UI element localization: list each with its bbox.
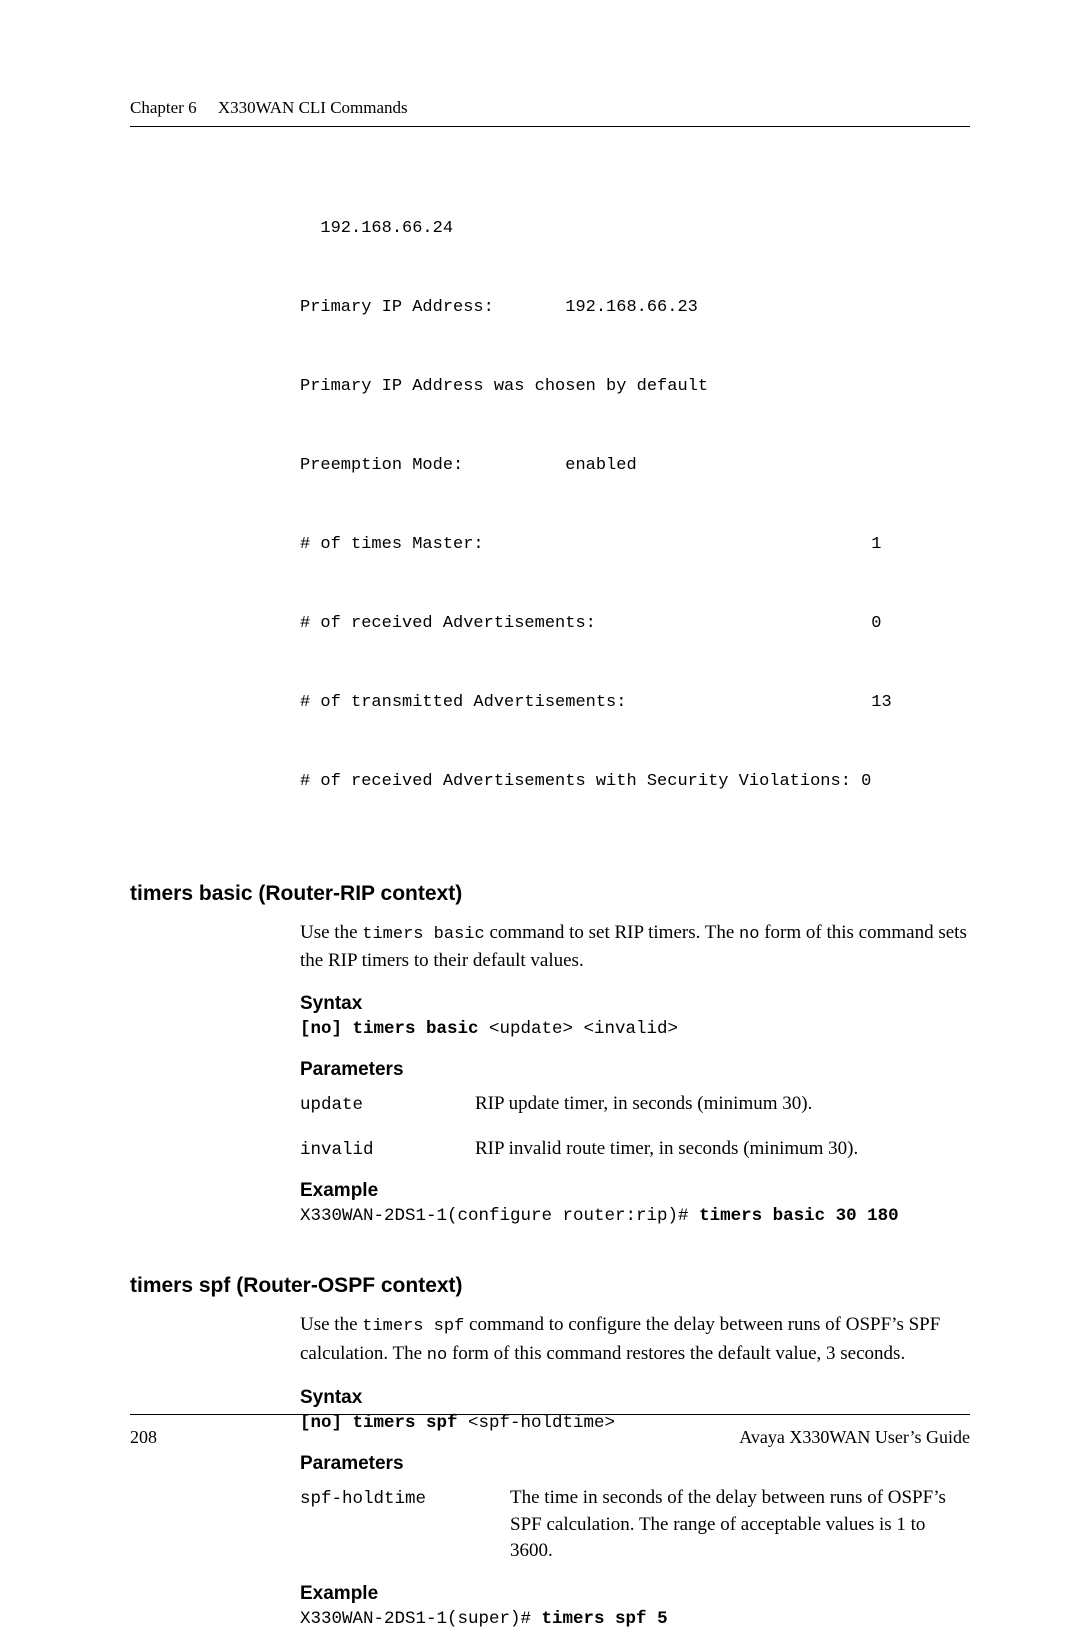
parameters-label: Parameters (300, 1453, 970, 1475)
cli-line: Primary IP Address was chosen by default (300, 374, 970, 400)
footer-rule (130, 1414, 970, 1415)
running-head: Chapter 6 X330WAN CLI Commands (130, 98, 970, 118)
cli-line: # of received Advertisements: 0 (300, 611, 970, 637)
inline-code: no (739, 925, 759, 944)
example-prompt: X330WAN-2DS1-1(configure router:rip)# (300, 1206, 699, 1226)
cli-line: # of transmitted Advertisements: 13 (300, 690, 970, 716)
example-prompt: X330WAN-2DS1-1(super)# (300, 1609, 542, 1629)
param-row: spf-holdtime The time in seconds of the … (300, 1485, 970, 1565)
example-label: Example (300, 1583, 970, 1605)
param-key: update (300, 1095, 475, 1115)
param-key: spf-holdtime (300, 1489, 510, 1509)
inline-code: timers basic (362, 925, 484, 944)
param-row: update RIP update timer, in seconds (min… (300, 1091, 970, 1118)
syntax-args: <update> <invalid> (479, 1019, 679, 1039)
syntax-command: [no] timers basic (300, 1019, 479, 1039)
example-line: X330WAN-2DS1-1(super)# timers spf 5 (300, 1609, 970, 1629)
section-heading-timers-spf: timers spf (Router-OSPF context) (130, 1274, 970, 1298)
book-title: Avaya X330WAN User’s Guide (739, 1427, 970, 1448)
param-description: RIP update timer, in seconds (minimum 30… (475, 1091, 812, 1118)
page-number: 208 (130, 1427, 157, 1448)
text: Use the (300, 922, 362, 943)
text: form of this command restores the defaul… (447, 1343, 905, 1364)
text: Use the (300, 1314, 362, 1335)
page-footer: 208 Avaya X330WAN User’s Guide (130, 1414, 970, 1448)
cli-line: # of received Advertisements with Securi… (300, 769, 970, 795)
chapter-label: Chapter 6 (130, 98, 197, 117)
example-line: X330WAN-2DS1-1(configure router:rip)# ti… (300, 1206, 970, 1226)
inline-code: no (427, 1346, 447, 1365)
syntax-label: Syntax (300, 993, 970, 1015)
section-heading-timers-basic: timers basic (Router-RIP context) (130, 882, 970, 906)
cli-line: # of times Master: 1 (300, 532, 970, 558)
param-description: RIP invalid route timer, in seconds (min… (475, 1136, 858, 1163)
example-label: Example (300, 1180, 970, 1202)
syntax-line: [no] timers basic <update> <invalid> (300, 1019, 970, 1039)
param-row: invalid RIP invalid route timer, in seco… (300, 1136, 970, 1163)
inline-code: timers spf (362, 1317, 464, 1336)
section2-paragraph: Use the timers spf command to configure … (300, 1312, 970, 1369)
header-rule (130, 126, 970, 127)
cli-line: Preemption Mode: enabled (300, 453, 970, 479)
chapter-title: X330WAN CLI Commands (218, 98, 408, 117)
example-command: timers basic 30 180 (699, 1206, 899, 1226)
param-description: The time in seconds of the delay between… (510, 1485, 970, 1565)
param-key: invalid (300, 1140, 475, 1160)
syntax-label: Syntax (300, 1387, 970, 1409)
text: command to set RIP timers. The (485, 922, 739, 943)
parameters-label: Parameters (300, 1059, 970, 1081)
section1-paragraph: Use the timers basic command to set RIP … (300, 920, 970, 975)
cli-line: Primary IP Address: 192.168.66.23 (300, 295, 970, 321)
cli-output-block: 192.168.66.24 Primary IP Address: 192.16… (300, 163, 970, 848)
cli-line: 192.168.66.24 (300, 216, 970, 242)
example-command: timers spf 5 (542, 1609, 668, 1629)
